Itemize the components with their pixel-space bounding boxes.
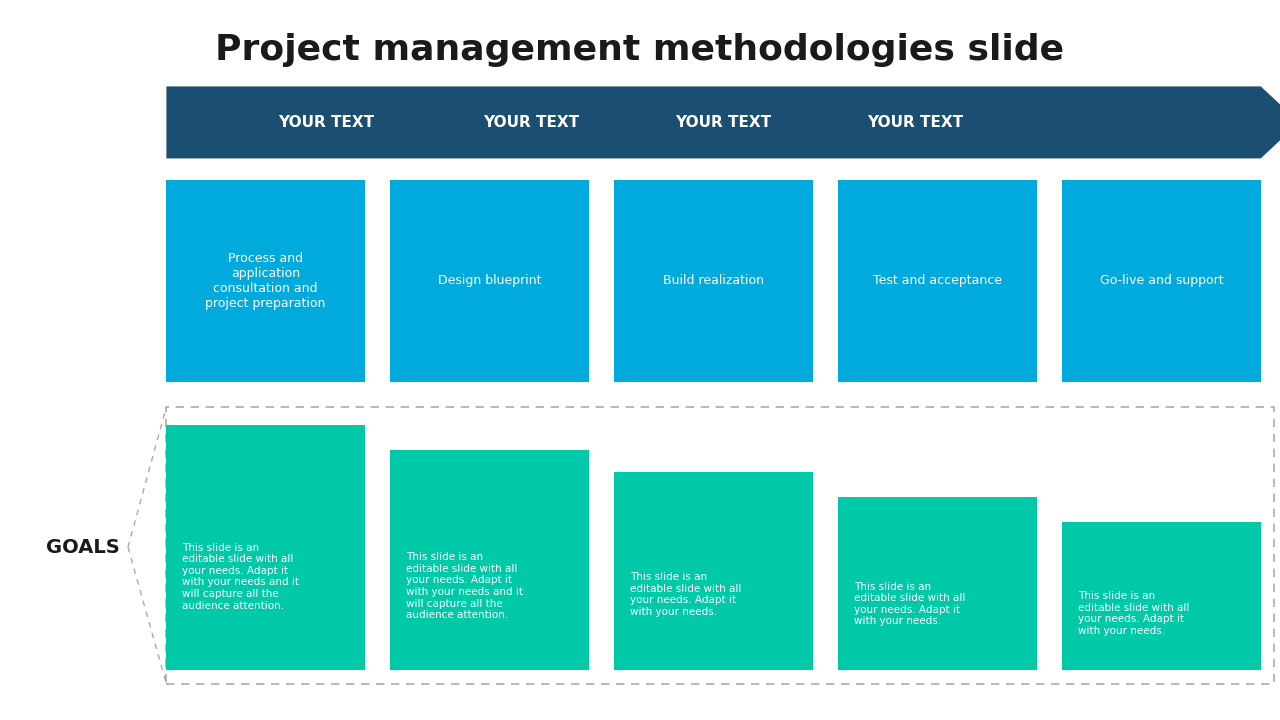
FancyBboxPatch shape [838,497,1037,670]
FancyBboxPatch shape [614,180,813,382]
Text: This slide is an
editable slide with all
your needs. Adapt it
with your needs an: This slide is an editable slide with all… [406,552,522,620]
Text: Process and
application
consultation and
project preparation: Process and application consultation and… [205,252,326,310]
FancyBboxPatch shape [390,180,589,382]
Text: GOALS: GOALS [46,538,120,557]
Text: This slide is an
editable slide with all
your needs. Adapt it
with your needs.: This slide is an editable slide with all… [1078,591,1189,636]
FancyBboxPatch shape [838,180,1037,382]
FancyBboxPatch shape [1062,180,1261,382]
Text: YOUR TEXT: YOUR TEXT [675,115,772,130]
FancyBboxPatch shape [390,450,589,670]
Text: YOUR TEXT: YOUR TEXT [867,115,964,130]
Text: Design blueprint: Design blueprint [438,274,541,287]
Text: Project management methodologies slide: Project management methodologies slide [215,33,1065,68]
Polygon shape [166,86,1280,158]
FancyBboxPatch shape [614,472,813,670]
FancyBboxPatch shape [166,180,365,382]
Text: Test and acceptance: Test and acceptance [873,274,1002,287]
Text: This slide is an
editable slide with all
your needs. Adapt it
with your needs an: This slide is an editable slide with all… [182,543,298,611]
Text: YOUR TEXT: YOUR TEXT [483,115,580,130]
Text: This slide is an
editable slide with all
your needs. Adapt it
with your needs.: This slide is an editable slide with all… [630,572,741,617]
Text: Go-live and support: Go-live and support [1100,274,1224,287]
FancyBboxPatch shape [166,425,365,670]
FancyBboxPatch shape [1062,522,1261,670]
Text: YOUR TEXT: YOUR TEXT [278,115,375,130]
Text: This slide is an
editable slide with all
your needs. Adapt it
with your needs.: This slide is an editable slide with all… [854,582,965,626]
Text: Build realization: Build realization [663,274,764,287]
